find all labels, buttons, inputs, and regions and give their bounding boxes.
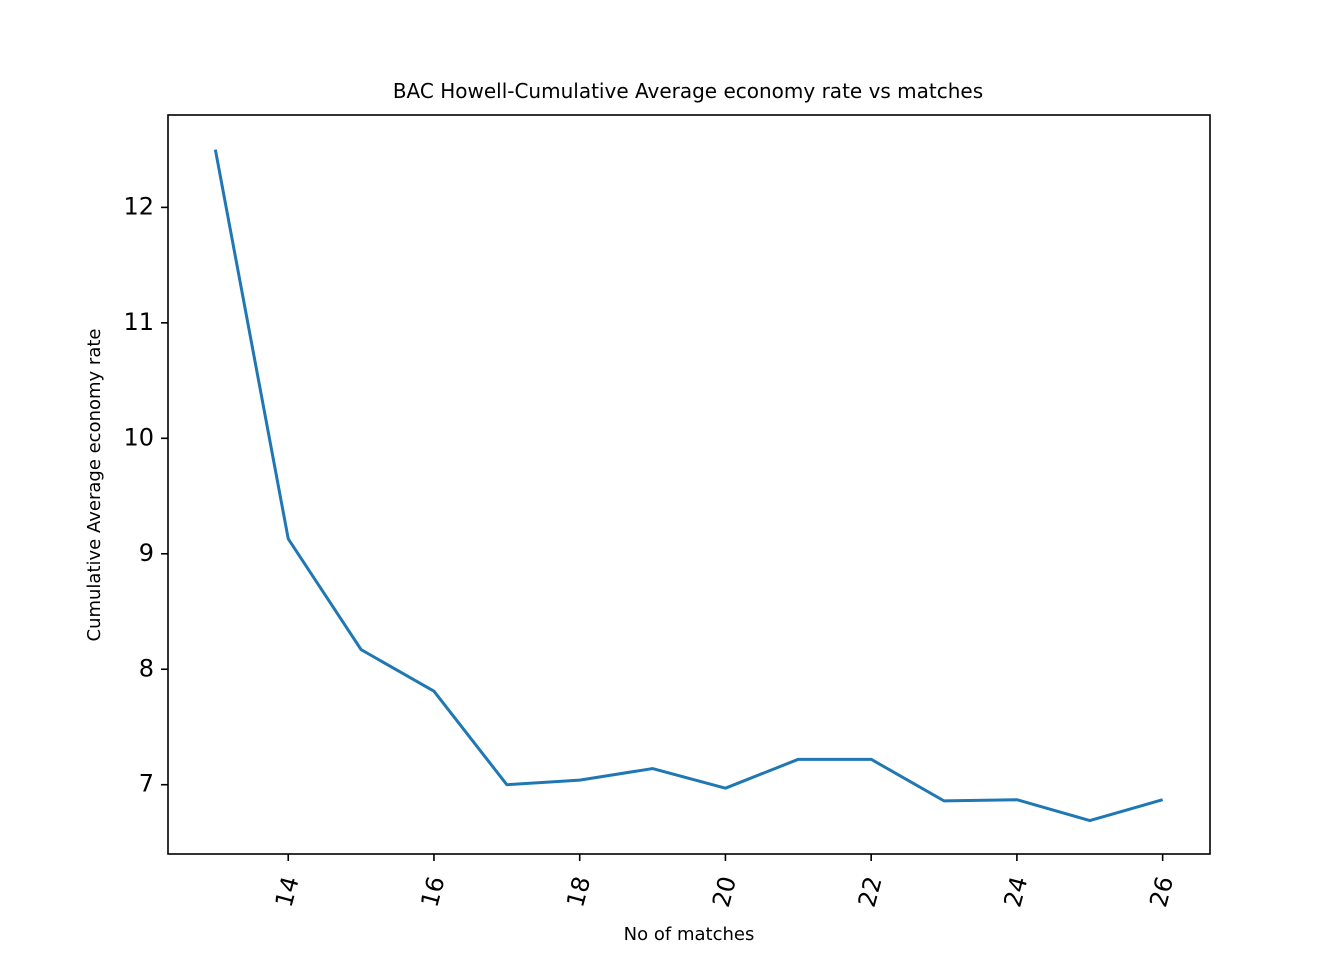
x-axis-label: No of matches: [624, 924, 755, 945]
y-tick-label: 8: [139, 654, 154, 682]
plot-area: [213, 149, 1164, 823]
chart-title: BAC Howell-Cumulative Average economy ra…: [393, 79, 983, 103]
y-tick-label: 11: [123, 308, 154, 336]
plot-frame: [167, 114, 1211, 855]
y-tick-label: 12: [123, 192, 154, 220]
y-tick-label: 10: [123, 423, 154, 451]
y-axis: 7 8 9 10 11 12: [123, 192, 168, 798]
y-tick-label: 7: [139, 770, 154, 798]
y-axis-label: Cumulative Average economy rate: [84, 329, 105, 642]
y-tick-label: 9: [139, 539, 154, 567]
series-line-0: [213, 149, 1164, 823]
